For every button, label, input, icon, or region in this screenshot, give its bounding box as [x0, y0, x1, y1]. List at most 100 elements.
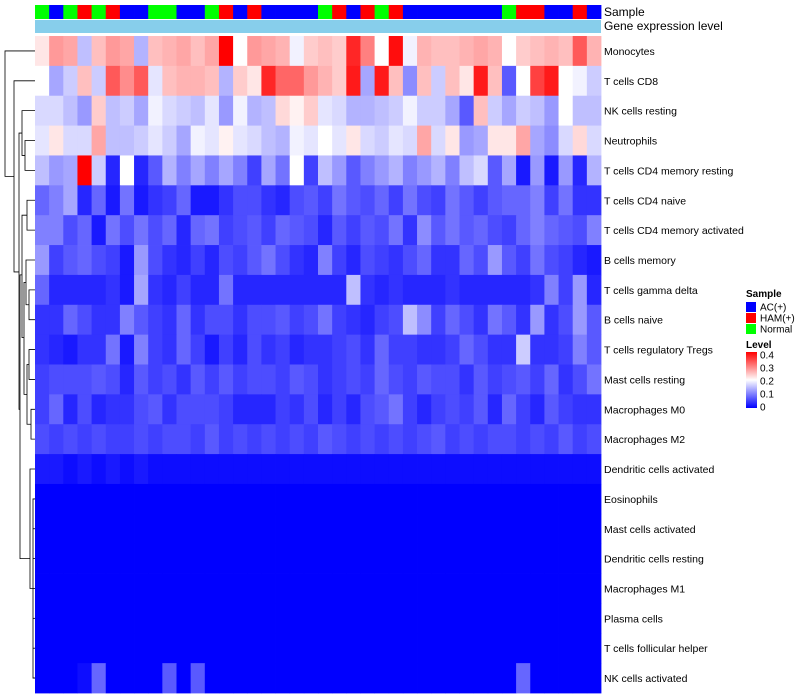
heatmap-cell	[105, 304, 121, 336]
heatmap-cell	[318, 424, 333, 455]
heatmap-cell	[176, 573, 192, 604]
heatmap-cell	[49, 155, 64, 186]
heatmap-cell	[572, 454, 588, 485]
heatmap-cell	[247, 543, 262, 574]
heatmap-cell	[105, 65, 121, 97]
sample-legend-label: Normal	[760, 325, 792, 336]
heatmap-cell	[530, 663, 545, 694]
heatmap-cell	[261, 663, 276, 694]
heatmap-cell	[77, 454, 92, 485]
heatmap-cell	[49, 454, 64, 485]
heatmap-cell	[544, 483, 559, 515]
heatmap-cell	[35, 215, 50, 246]
heatmap-cell	[275, 245, 291, 276]
heatmap-cell	[176, 543, 192, 574]
heatmap-cell	[190, 65, 206, 97]
heatmap-cell	[261, 454, 276, 485]
heatmap-cell	[459, 155, 475, 186]
heatmap-cell	[35, 663, 50, 694]
dendrogram-branch	[13, 80, 35, 273]
heatmap-cell	[148, 543, 163, 574]
heatmap-cell	[544, 155, 559, 186]
heatmap-cell	[445, 663, 460, 694]
heatmap-cell	[289, 633, 305, 664]
heatmap-cell	[459, 125, 475, 156]
heatmap-cell	[431, 65, 446, 97]
heatmap-cell	[119, 603, 135, 634]
heatmap-cell	[176, 603, 192, 634]
heatmap-cell	[459, 65, 475, 97]
heatmap-cell	[332, 663, 347, 694]
heatmap-cell	[275, 364, 291, 395]
heatmap-cell	[388, 36, 404, 67]
sample-annot-cell	[374, 5, 390, 19]
heatmap-cell	[360, 543, 375, 574]
heatmap-cell	[346, 513, 361, 545]
heatmap-cell	[318, 394, 333, 425]
heatmap-cell	[586, 573, 602, 604]
heatmap-cell	[176, 364, 192, 395]
heatmap-cell	[417, 454, 432, 485]
heatmap-cell	[459, 215, 475, 246]
heatmap-cell	[275, 573, 291, 604]
heatmap-cell	[162, 663, 177, 694]
heatmap-cell	[487, 334, 503, 365]
heatmap-cell	[374, 543, 390, 574]
heatmap-cell	[218, 215, 234, 246]
heatmap-cell	[176, 125, 192, 156]
heatmap-cell	[318, 543, 333, 574]
heatmap-cell	[544, 65, 559, 97]
heatmap-cell	[530, 573, 545, 604]
heatmap-cell	[516, 155, 531, 186]
heatmap-cell	[49, 573, 64, 604]
heatmap-cell	[233, 603, 248, 634]
heatmap-cell	[77, 185, 92, 216]
heatmap-cell	[516, 36, 531, 67]
heatmap-cell	[530, 424, 545, 455]
heatmap-cell	[487, 394, 503, 425]
heatmap-cell	[558, 334, 574, 365]
sample-legend-swatch	[746, 302, 756, 312]
heatmap-cell	[431, 483, 446, 515]
heatmap-cell	[289, 274, 305, 306]
heatmap-cell	[544, 573, 559, 604]
heatmap-cell	[530, 36, 545, 67]
heatmap-cell	[487, 513, 503, 545]
heatmap-cell	[91, 633, 107, 664]
heatmap-cell	[473, 513, 489, 545]
heatmap-cell	[148, 95, 163, 126]
heatmap-cell	[374, 454, 390, 485]
heatmap-cell	[91, 36, 107, 67]
heatmap-cell	[445, 65, 460, 97]
heatmap-cell	[516, 95, 531, 126]
sample-annot-cell	[558, 5, 574, 19]
heatmap-cell	[233, 573, 248, 604]
heatmap-cell	[417, 513, 432, 545]
heatmap-cell	[501, 424, 517, 455]
heatmap-cell	[303, 394, 319, 425]
heatmap-cell	[487, 245, 503, 276]
heatmap-cell	[473, 155, 489, 186]
heatmap-cell	[346, 334, 361, 365]
row-label: Plasma cells	[604, 613, 663, 625]
heatmap-cell	[417, 334, 432, 365]
heatmap-cell	[247, 663, 262, 694]
heatmap-cell	[459, 603, 475, 634]
heatmap-cell	[388, 95, 404, 126]
heatmap-cell	[417, 603, 432, 634]
heatmap-cell	[572, 483, 588, 515]
heatmap-cell	[233, 394, 248, 425]
heatmap-cell	[445, 543, 460, 574]
heatmap-cell	[572, 304, 588, 336]
heatmap-cell	[289, 155, 305, 186]
heatmap-cell	[332, 483, 347, 515]
heatmap-cell	[162, 364, 177, 395]
heatmap-cell	[402, 603, 418, 634]
heatmap-cell	[530, 483, 545, 515]
heatmap-cell	[204, 663, 220, 694]
heatmap-cell	[445, 633, 460, 664]
heatmap-cell	[388, 424, 404, 455]
sample-annot-cell	[91, 5, 107, 19]
heatmap-cell	[530, 125, 545, 156]
gene-expression-annotation-bar	[35, 20, 601, 33]
